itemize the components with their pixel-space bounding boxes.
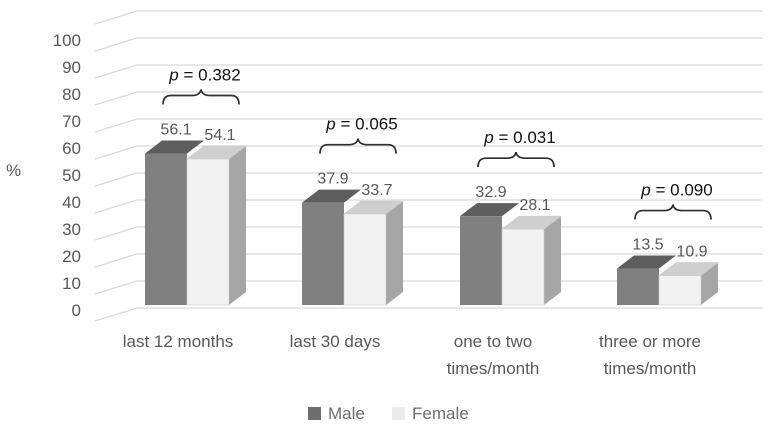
p-value-label: p = 0.382	[168, 66, 240, 85]
gridline	[94, 145, 763, 160]
y-tick-label: 100	[53, 31, 81, 50]
male-value-label: 13.5	[632, 237, 663, 254]
male-bar-top	[302, 189, 361, 203]
gridline	[94, 307, 763, 322]
category-label: one to two	[454, 332, 532, 351]
gridline	[94, 10, 763, 25]
category-label: times/month	[604, 359, 697, 378]
gridline	[94, 118, 763, 133]
y-axis-title: %	[6, 161, 21, 180]
male-bar-front	[460, 216, 502, 305]
legend-female-label: Female	[412, 404, 469, 423]
female-bar-side	[544, 216, 561, 305]
legend-female-swatch	[392, 407, 405, 420]
significance-brace	[162, 89, 240, 105]
gridline	[94, 64, 763, 79]
female-bar-side	[386, 201, 403, 305]
bars-group	[145, 140, 719, 306]
male-value-label: 56.1	[160, 122, 191, 139]
male-bar-front	[617, 268, 659, 305]
gridlines-group	[94, 10, 763, 322]
p-value-label: p = 0.065	[325, 115, 397, 134]
male-bar-front	[145, 153, 187, 305]
male-bar-top	[617, 255, 676, 269]
significance-brace	[319, 138, 397, 154]
male-bar-top	[145, 140, 204, 154]
female-bar-front	[343, 213, 387, 306]
female-bar-side	[229, 145, 246, 305]
gridline	[94, 91, 763, 106]
p-value-label: p = 0.090	[640, 181, 712, 200]
female-value-label: 54.1	[204, 127, 235, 144]
female-value-label: 33.7	[361, 182, 392, 199]
female-bar-front	[186, 158, 230, 306]
gridline	[94, 172, 763, 187]
gridline	[94, 199, 763, 214]
y-tick-label: 30	[62, 220, 81, 239]
legend-male-label: Male	[328, 404, 365, 423]
category-label: last 30 days	[290, 332, 381, 351]
y-tick-label: 60	[62, 139, 81, 158]
male-value-label: 37.9	[317, 171, 348, 188]
y-tick-label: 50	[62, 166, 81, 185]
category-label: last 12 months	[123, 332, 234, 351]
y-tick-label: 90	[62, 58, 81, 77]
male-bar-front	[302, 202, 344, 305]
y-tick-label: 0	[72, 301, 81, 320]
female-value-label: 28.1	[519, 197, 550, 214]
female-value-label: 10.9	[676, 244, 707, 261]
male-bar-top	[460, 203, 519, 217]
gridline	[94, 37, 763, 52]
male-value-label: 32.9	[475, 184, 506, 201]
p-value-label: p = 0.031	[483, 128, 555, 147]
y-tick-label: 80	[62, 85, 81, 104]
labels-group: 0 10 20 30 40 50 60 70 80 90 100 56.1 54.1 37.9 33.7 32…	[53, 31, 713, 378]
significance-brace	[634, 204, 712, 220]
y-tick-label: 70	[62, 112, 81, 131]
female-bar-front	[658, 275, 702, 306]
legend-male-swatch	[308, 407, 321, 420]
significance-brace	[477, 151, 555, 168]
category-label: three or more	[599, 332, 701, 351]
y-tick-label: 20	[62, 247, 81, 266]
female-bar-front	[501, 228, 545, 306]
y-tick-label: 10	[62, 274, 81, 293]
female-bar-side	[701, 262, 718, 305]
category-label: times/month	[447, 359, 540, 378]
y-tick-label: 40	[62, 193, 81, 212]
legend-group: Male Female	[308, 404, 469, 423]
